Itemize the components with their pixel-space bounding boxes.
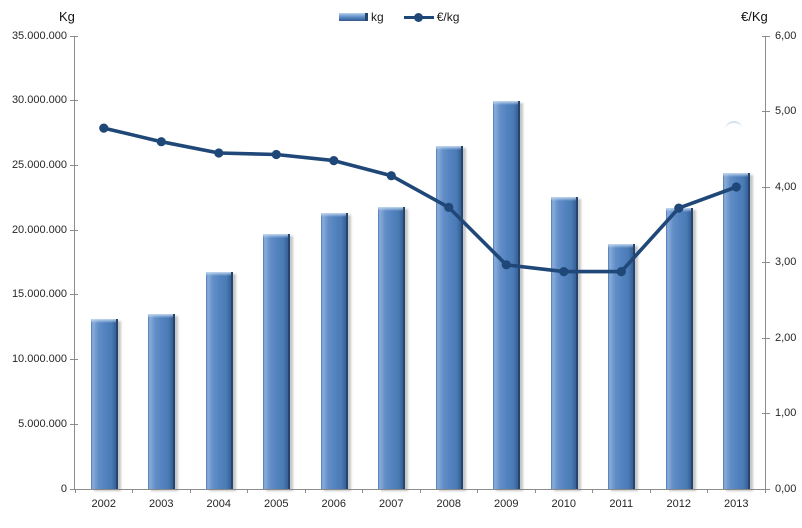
legend: kg €/kg [339, 10, 459, 24]
x-axis-label-2011: 2011 [609, 498, 634, 510]
y-axis-left-tick [70, 164, 78, 166]
x-axis-label-2005: 2005 [264, 498, 289, 510]
y-axis-right-tick-label: 2,00 [775, 331, 797, 344]
bar-2002 [90, 319, 118, 489]
legend-item-kg: kg [339, 10, 384, 24]
x-axis-tick [304, 489, 306, 493]
x-axis-label-2006: 2006 [321, 498, 346, 510]
price-point-2003 [156, 137, 166, 147]
y-axis-left-tick-label: 5.000.000 [18, 417, 67, 430]
bar-2004 [205, 271, 233, 489]
price-point-2008 [444, 202, 454, 212]
y-axis-right-tick-label: 6,00 [775, 29, 797, 42]
price-point-2011 [616, 267, 626, 277]
y-axis-left-tick-label: 15.000.000 [11, 288, 67, 301]
x-axis-label-2003: 2003 [149, 498, 174, 510]
right-axis-title: €/Kg [741, 9, 768, 24]
bar-2013 [723, 173, 751, 489]
bar-2005 [263, 234, 291, 489]
y-axis-left-tick-label: 0 [60, 482, 67, 495]
bar-2007 [378, 206, 406, 489]
y-axis-left-line [74, 36, 75, 490]
x-axis-label-2009: 2009 [494, 498, 519, 510]
y-axis-right-tick-label: 0,00 [775, 482, 797, 495]
price-point-2004 [214, 148, 224, 158]
bar-2010 [550, 196, 578, 489]
x-axis-tick [189, 489, 191, 493]
y-axis-left-tick [70, 359, 78, 361]
bar-swatch-icon [339, 13, 368, 21]
x-axis-tick [592, 489, 593, 493]
y-axis-right-tick-label: 3,00 [775, 256, 797, 268]
x-axis-label-2007: 2007 [379, 498, 404, 510]
bar-2003 [148, 314, 176, 489]
legend-label-kg: kg [371, 10, 384, 24]
price-point-2010 [559, 267, 569, 277]
price-point-2007 [386, 171, 396, 181]
price-point-2009 [501, 260, 511, 270]
y-axis-left-tick-label: 10.000.000 [11, 353, 67, 366]
bar-2009 [493, 100, 521, 489]
price-point-2006 [329, 156, 339, 166]
price-point-2005 [271, 149, 281, 160]
plot-area: 35.000.000 30.000.000 25.000.000 20.000.000… [12, 30, 796, 511]
y-axis-right-line [765, 36, 766, 490]
bar-2011 [608, 244, 636, 489]
x-axis-tick [362, 489, 363, 493]
y-axis-right-tick-label: 5,00 [775, 105, 797, 117]
x-axis-label-2008: 2008 [436, 498, 461, 510]
y-axis-right-tick [762, 186, 770, 188]
y-axis-left-tick [70, 423, 78, 425]
x-axis-tick [649, 489, 651, 493]
y-axis-left-tick-label: 20.000.000 [11, 223, 67, 236]
y-axis-left-tick [70, 35, 78, 37]
x-axis-tick [477, 489, 478, 493]
line-marker-icon [403, 12, 434, 22]
x-axis-tick [764, 489, 766, 493]
line-dot [413, 12, 423, 22]
y-axis-left-tick [70, 229, 78, 231]
left-axis-title: Kg [59, 9, 75, 24]
x-axis-tick [247, 489, 248, 493]
price-line [101, 126, 739, 274]
x-axis-label-2002: 2002 [91, 498, 116, 510]
legend-item-eur-per-kg: €/kg [403, 10, 460, 24]
legend-label-eur-per-kg: €/kg [436, 10, 460, 24]
y-axis-right-tick [762, 488, 770, 490]
y-axis-left-tick-label: 30.000.000 [11, 94, 67, 107]
y-axis-right-tick [762, 111, 770, 112]
x-axis-label-2004: 2004 [206, 498, 231, 510]
x-axis-tick [132, 489, 133, 493]
price-point-2012 [674, 203, 684, 213]
x-axis-label-2013: 2013 [724, 498, 749, 510]
y-axis-left-tick [70, 488, 78, 490]
y-axis-left-tick [70, 294, 78, 296]
y-axis-right-tick [762, 35, 770, 37]
y-axis-right-tick [762, 262, 770, 263]
y-axis-left-tick-label: 25.000.000 [11, 158, 67, 171]
bar-2006 [320, 213, 348, 489]
y-axis-right-tick [762, 413, 770, 414]
y-axis-left-tick [70, 100, 78, 102]
x-axis-tick [707, 489, 708, 493]
price-line-layer [99, 123, 741, 277]
x-axis-tick [419, 489, 421, 493]
bar-2012 [665, 208, 693, 489]
x-axis-tick [534, 489, 536, 493]
price-point-2002 [99, 123, 109, 133]
x-axis-label-2010: 2010 [551, 498, 576, 510]
y-axis-right-tick [762, 337, 770, 339]
x-axis-tick [74, 489, 76, 493]
x-axis-label-2012: 2012 [666, 498, 691, 510]
price-point-2013 [731, 182, 741, 192]
y-axis-left-tick-label: 35.000.000 [11, 29, 67, 42]
y-axis-right-tick-label: 4,00 [775, 180, 797, 193]
y-axis-right-tick-label: 1,00 [775, 407, 797, 419]
